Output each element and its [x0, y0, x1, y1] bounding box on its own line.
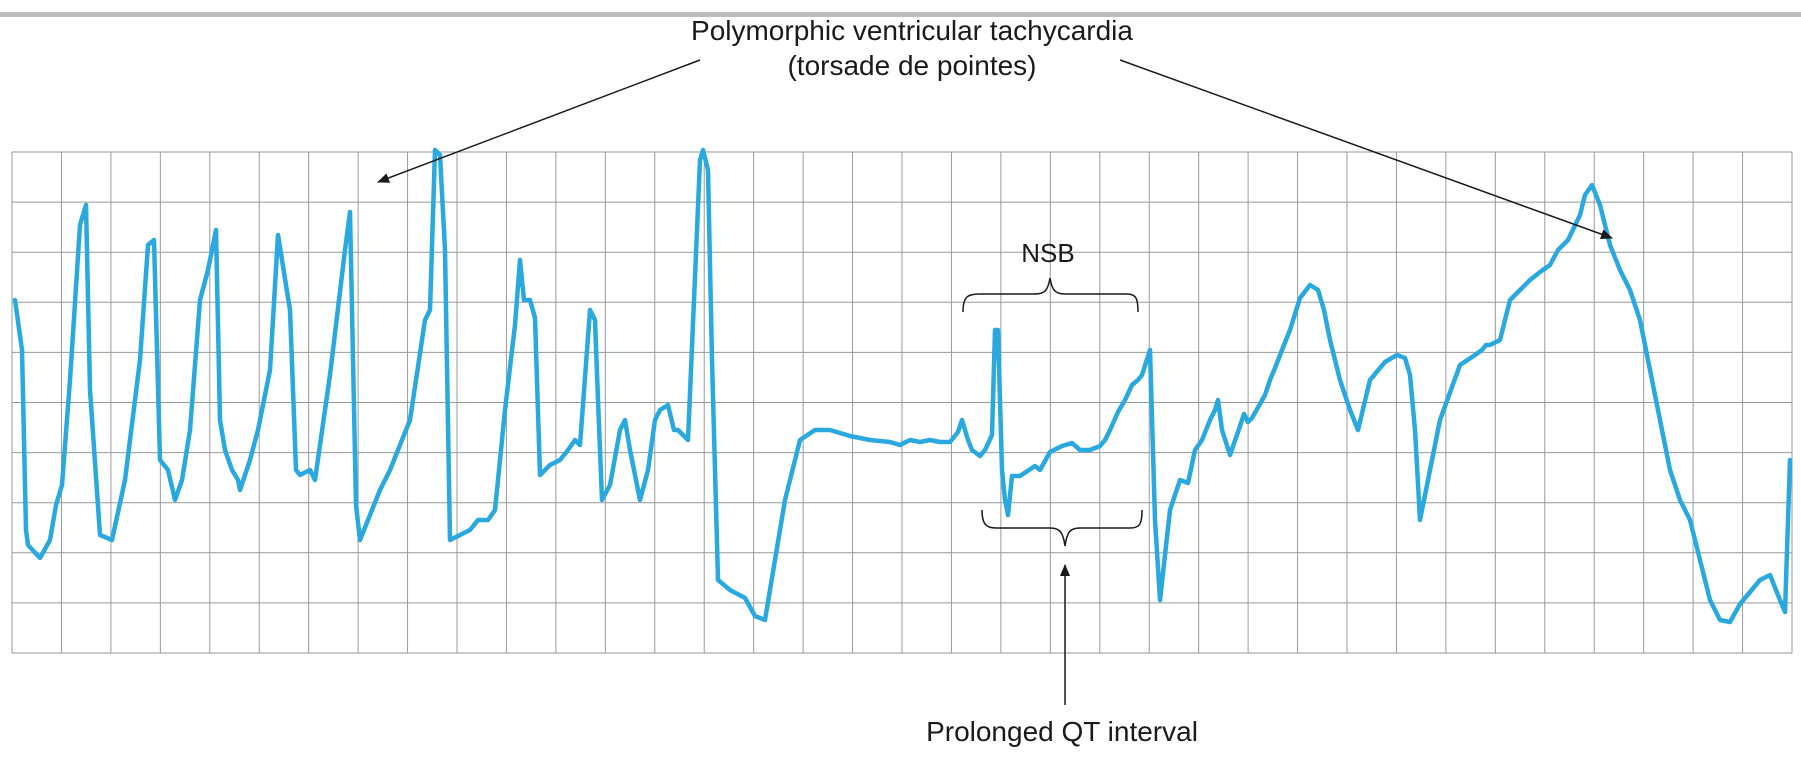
- right-arrow: [1119, 59, 1613, 239]
- title-line1: Polymorphic ventricular tachycardia: [691, 15, 1133, 46]
- title-line2: (torsade de pointes): [787, 50, 1036, 81]
- qt-brace: [981, 509, 1143, 547]
- annotation-arrows: [377, 59, 1613, 705]
- nsb-brace: [962, 277, 1139, 313]
- qt-label: Prolonged QT interval: [926, 716, 1198, 747]
- ecg-trace: [12, 147, 1793, 625]
- nsb-label: NSB: [1021, 238, 1074, 268]
- left-arrow: [377, 59, 701, 183]
- top-rule: [0, 12, 1801, 17]
- ecg-grid: [11, 151, 1793, 654]
